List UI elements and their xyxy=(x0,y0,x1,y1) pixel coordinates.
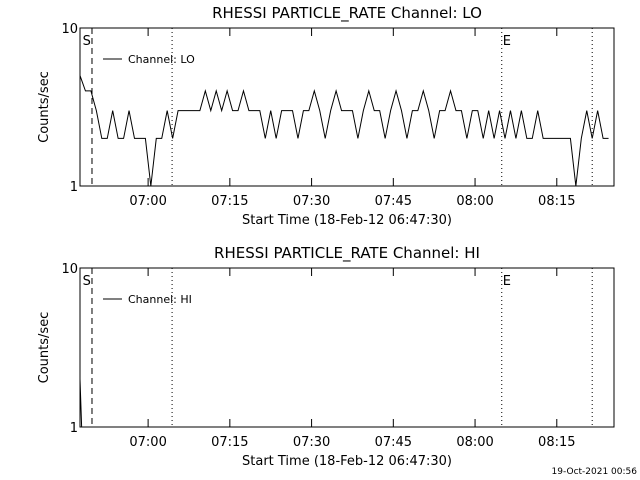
annotation: S xyxy=(83,274,91,289)
footer: 19-Oct-2021 00:56 xyxy=(552,467,638,477)
x-tick-label: 08:00 xyxy=(456,435,493,450)
y-axis-label: Counts/sec xyxy=(37,312,52,384)
y-tick-label: 10 xyxy=(61,22,78,37)
legend-label: Channel: LO xyxy=(128,53,195,66)
y-axis-label: Counts/sec xyxy=(37,71,52,143)
annotation: E xyxy=(503,34,511,49)
x-tick-label: 08:00 xyxy=(456,194,493,209)
x-tick-label: 07:30 xyxy=(293,194,330,209)
x-tick-label: 07:45 xyxy=(375,435,412,450)
data-line xyxy=(79,379,84,428)
x-tick-label: 08:15 xyxy=(538,194,575,209)
x-axis-label: Start Time (18-Feb-12 06:47:30) xyxy=(242,454,452,469)
chart-title: RHESSI PARTICLE_RATE Channel: LO xyxy=(212,4,482,23)
chart-title: RHESSI PARTICLE_RATE Channel: HI xyxy=(214,244,480,263)
legend-label: Channel: HI xyxy=(128,293,192,306)
y-tick-label: 10 xyxy=(61,262,78,277)
plot-frame xyxy=(79,267,615,428)
x-tick-label: 07:30 xyxy=(293,435,330,450)
x-tick-label: 07:15 xyxy=(211,194,248,209)
annotation: E xyxy=(503,274,511,289)
x-tick-label: 07:15 xyxy=(211,435,248,450)
y-tick-label: 1 xyxy=(70,180,78,195)
y-tick-label: 1 xyxy=(70,421,78,436)
x-axis-label: Start Time (18-Feb-12 06:47:30) xyxy=(242,213,452,228)
data-line xyxy=(79,75,609,187)
x-tick-label: 08:15 xyxy=(538,435,575,450)
x-tick-label: 07:00 xyxy=(129,194,166,209)
x-tick-label: 07:00 xyxy=(129,435,166,450)
plot-frame xyxy=(79,27,615,187)
annotation: S xyxy=(83,34,91,49)
x-tick-label: 07:45 xyxy=(375,194,412,209)
